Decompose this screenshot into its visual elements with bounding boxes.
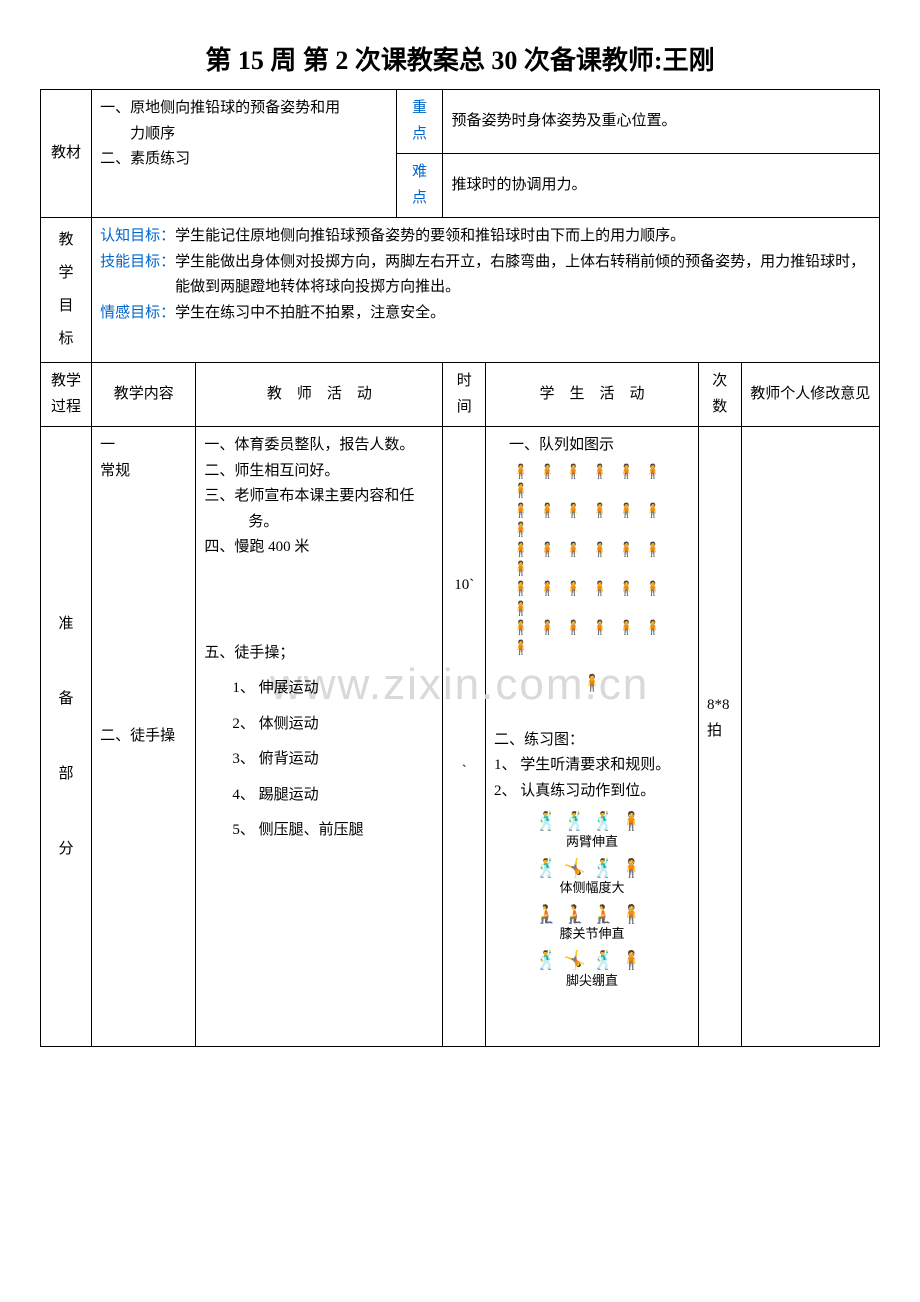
cell-nandian: 推球时的协调用力。	[443, 154, 880, 218]
teach-5: 五、徒手操；	[204, 641, 434, 667]
hdr-cishu: 次数	[698, 363, 741, 427]
label-mubiao: 教 学 目 标	[41, 218, 92, 363]
goal-renzhi: 认知目标：学生能记住原地侧向推铅球预备姿势的要领和推铅球时由下而上的用力顺序。	[100, 224, 871, 250]
teacher-icon: 🧍	[494, 670, 690, 698]
time-2: `	[451, 759, 477, 785]
hdr-guocheng: 教学过程	[41, 363, 92, 427]
stu-2b: 2、 认真练习动作到位。	[494, 779, 690, 805]
ex-3: 3、 俯背运动	[204, 747, 434, 773]
formation-diagram: 🧍🧍🧍🧍🧍🧍🧍 🧍🧍🧍🧍🧍🧍🧍 🧍🧍🧍🧍🧍🧍🧍 🧍🧍🧍🧍🧍🧍🧍 🧍🧍🧍🧍🧍🧍🧍	[512, 463, 690, 659]
hdr-student: 学 生 活 动	[486, 363, 699, 427]
col-neirong: 一 常规 二、徒手操	[92, 427, 196, 1047]
lesson-plan-table: 教材 一、原地侧向推铅球的预备姿势和用 力顺序 二、素质练习 重点 预备姿势时身…	[40, 89, 880, 1047]
page-title: 第 15 周 第 2 次课教案总 30 次备课教师:王刚	[40, 40, 880, 77]
stu-h1: 一、队列如图示	[494, 433, 690, 459]
fig-row-4: 🕺🤸🕺🧍 脚尖绷直	[494, 949, 690, 989]
ex-2: 2、 体侧运动	[204, 712, 434, 738]
cell-jiaocai-content: 一、原地侧向推铅球的预备姿势和用 力顺序 二、素质练习	[92, 90, 397, 218]
goal-jineng: 技能目标：学生能做出身体侧对投掷方向，两脚左右开立，右膝弯曲，上体右转稍前倾的预…	[100, 250, 871, 301]
neirong-1b: 常规	[100, 459, 187, 485]
teach-1: 一、体育委员整队，报告人数。	[204, 433, 434, 459]
teach-2: 二、师生相互问好。	[204, 459, 434, 485]
hdr-neirong: 教学内容	[92, 363, 196, 427]
ex-4: 4、 踢腿运动	[204, 783, 434, 809]
cishu-2: 拍	[707, 719, 733, 745]
teach-4: 四、慢跑 400 米	[204, 535, 434, 561]
jiaocai-line1: 一、原地侧向推铅球的预备姿势和用 力顺序	[100, 96, 388, 147]
label-zhongdian: 重点	[396, 90, 443, 154]
hdr-yijian: 教师个人修改意见	[741, 363, 879, 427]
jiaocai-line2: 二、素质练习	[100, 147, 388, 173]
stu-2a: 1、 学生听清要求和规则。	[494, 753, 690, 779]
fig-row-2: 🕺🤸🕺🧍 体侧幅度大	[494, 857, 690, 897]
label-jiaocai: 教材	[41, 90, 92, 218]
hdr-time: 时间	[443, 363, 486, 427]
label-zhunbei: 准 备 部 分	[41, 427, 92, 1047]
time-1: 10`	[451, 573, 477, 599]
col-teacher: 一、体育委员整队，报告人数。 二、师生相互问好。 三、老师宣布本课主要内容和任务…	[196, 427, 443, 1047]
cell-zhongdian: 预备姿势时身体姿势及重心位置。	[443, 90, 880, 154]
teach-3: 三、老师宣布本课主要内容和任务。	[204, 484, 434, 535]
ex-5: 5、 侧压腿、前压腿	[204, 818, 434, 844]
ex-1: 1、 伸展运动	[204, 676, 434, 702]
cell-goals: 认知目标：学生能记住原地侧向推铅球预备姿势的要领和推铅球时由下而上的用力顺序。 …	[92, 218, 880, 363]
col-yijian	[741, 427, 879, 1047]
hdr-teacher: 教 师 活 动	[196, 363, 443, 427]
neirong-2: 二、徒手操	[100, 724, 187, 750]
fig-row-1: 🕺🕺🕺🧍 两臂伸直	[494, 810, 690, 850]
stu-h2: 二、练习图：	[494, 728, 690, 754]
col-cishu: 8*8 拍	[698, 427, 741, 1047]
col-student: 一、队列如图示 🧍🧍🧍🧍🧍🧍🧍 🧍🧍🧍🧍🧍🧍🧍 🧍🧍🧍🧍🧍🧍🧍 🧍🧍🧍🧍🧍🧍🧍 …	[486, 427, 699, 1047]
label-nandian: 难点	[396, 154, 443, 218]
cishu-1: 8*8	[707, 693, 733, 719]
goal-qinggan: 情感目标：学生在练习中不拍脏不拍累，注意安全。	[100, 301, 871, 327]
fig-row-3: 🧎🧎🧎🧍 膝关节伸直	[494, 903, 690, 943]
neirong-1: 一	[100, 433, 187, 459]
col-time: 10` `	[443, 427, 486, 1047]
